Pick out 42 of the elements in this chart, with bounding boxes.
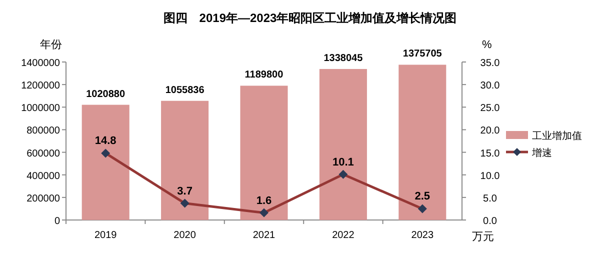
chart-title: 图四 2019年—2023年昭阳区工业增加值及增长情况图 <box>163 11 457 25</box>
y2-tick-label: 15.0 <box>480 148 500 160</box>
data-label: 14.8 <box>94 135 116 148</box>
data-label: 1.6 <box>256 194 272 207</box>
y-tick-label: 800000 <box>26 126 60 137</box>
y-tick-label: 0 <box>54 216 60 227</box>
legend-label: 增速 <box>531 147 552 159</box>
y2-tick-label: 0.0 <box>483 216 498 227</box>
bar <box>398 64 446 220</box>
x-tick-label: 2020 <box>174 230 196 241</box>
y-tick-label: 1200000 <box>21 80 60 92</box>
y2-tick-label: 10.0 <box>480 170 500 182</box>
data-label: 3.7 <box>177 185 192 198</box>
y-tick-label: 1000000 <box>21 103 60 114</box>
y2-tick-label: 25.0 <box>480 103 500 114</box>
x-tick-label: 2021 <box>252 230 276 241</box>
y-tick-label: 600000 <box>26 148 60 160</box>
legend-label: 工业增加值 <box>532 130 582 142</box>
x-tick-label: 2023 <box>411 230 434 241</box>
x-tick-label: 2022 <box>332 230 355 241</box>
bar <box>240 86 288 220</box>
y-axis-title: 年份 <box>40 39 62 51</box>
y2-axis-title: % <box>482 39 492 51</box>
data-label: 1055836 <box>165 84 205 96</box>
data-label: 1020880 <box>86 88 126 100</box>
x-axis-title: 万元 <box>472 231 494 243</box>
bar <box>82 104 130 220</box>
y2-tick-label: 20.0 <box>480 126 500 137</box>
bar <box>319 68 367 220</box>
y-tick-label: 400000 <box>26 170 60 182</box>
bar <box>161 100 209 220</box>
y-tick-label: 1400000 <box>21 58 60 69</box>
y2-tick-label: 35.0 <box>480 58 500 69</box>
data-label: 10.1 <box>332 156 354 168</box>
y-tick-label: 200000 <box>26 193 60 204</box>
data-label: 1189800 <box>244 70 284 81</box>
data-label: 2.5 <box>414 190 430 203</box>
x-tick-label: 2019 <box>94 230 118 241</box>
y2-tick-label: 5.0 <box>483 193 498 204</box>
y2-tick-label: 30.0 <box>480 80 500 92</box>
data-label: 1375705 <box>402 48 442 60</box>
data-label: 1338045 <box>324 52 364 64</box>
